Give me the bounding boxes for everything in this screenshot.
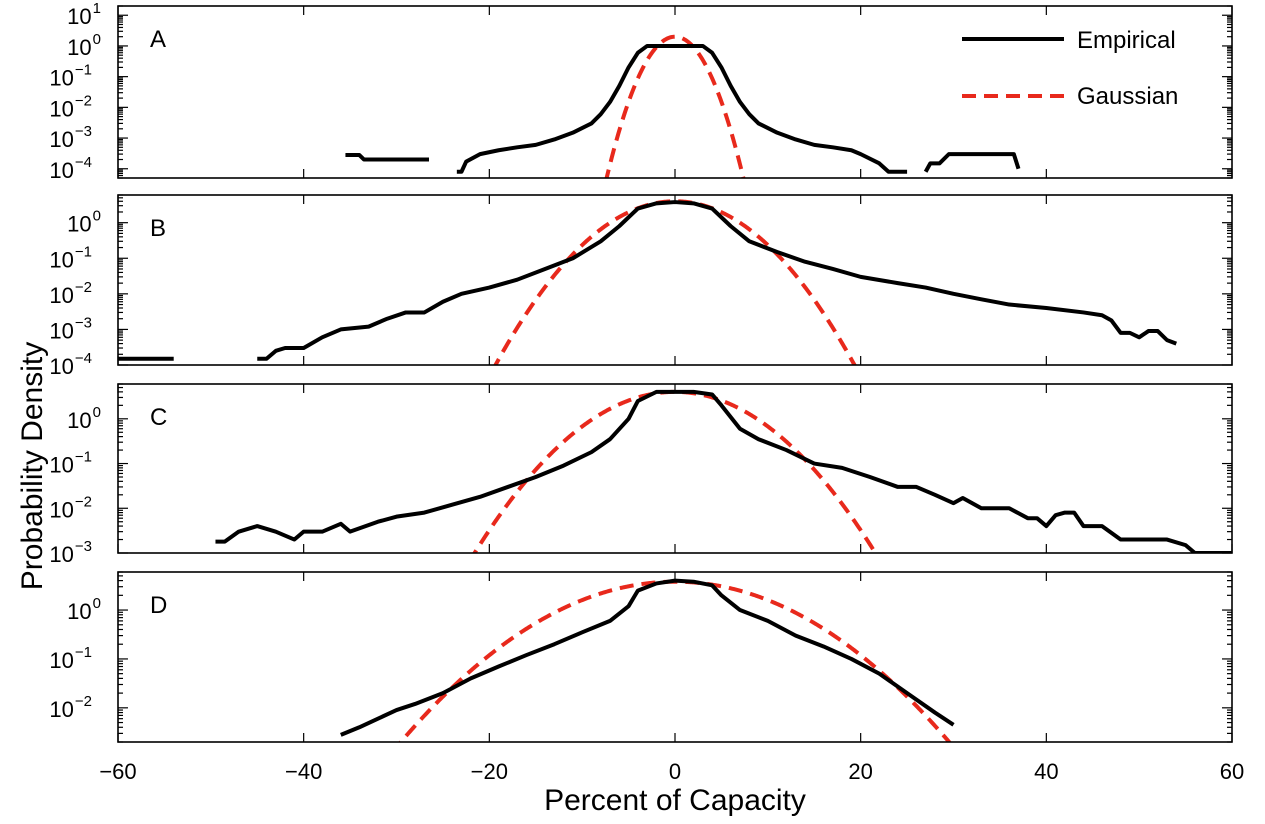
y-minor-ticks <box>118 194 1232 355</box>
x-axis-title: Percent of Capacity <box>544 784 806 817</box>
x-tick-label: −20 <box>471 759 508 784</box>
panel-label: C <box>150 404 167 431</box>
y-tick-label: 10−1 <box>49 644 92 673</box>
y-tick-label: 10−2 <box>49 92 92 121</box>
y-tick-label: 10−4 <box>49 154 92 183</box>
legend: Empirical Gaussian <box>962 27 1178 110</box>
y-tick-label: 10−3 <box>49 314 92 343</box>
y-tick-label: 10−2 <box>49 493 92 522</box>
x-tick-label: −60 <box>99 759 136 784</box>
x-tick-label: 0 <box>669 759 681 784</box>
y-minor-ticks <box>118 571 1232 743</box>
x-tick-label: 20 <box>848 759 872 784</box>
empirical-line <box>345 153 429 162</box>
axes-frame <box>117 5 1233 179</box>
y-tick-label: 100 <box>67 404 101 433</box>
panel-d: 100 10−1 10−2 D <box>49 571 1233 743</box>
y-tick-label: 10−1 <box>49 243 92 272</box>
y-tick-label: 10−2 <box>49 279 92 308</box>
panel-label: D <box>150 592 167 619</box>
legend-label-gaussian: Gaussian <box>1077 83 1178 110</box>
panel-c: 100 10−1 10−2 10−3 C <box>49 383 1233 567</box>
y-tick-label: 100 <box>67 208 101 237</box>
y-minor-ticks <box>118 5 1232 179</box>
y-tick-label: 10−1 <box>49 449 92 478</box>
y-tick-label: 10−4 <box>49 350 92 379</box>
y-axis-title: Probability Density <box>16 342 49 590</box>
x-tick-label: 40 <box>1034 759 1058 784</box>
y-tick-label: 100 <box>67 31 101 60</box>
axes-frame <box>117 571 1233 743</box>
y-tick-label: 101 <box>67 0 101 29</box>
x-axis: −60 −40 −20 0 20 40 60 <box>99 759 1244 784</box>
panel-label: A <box>150 26 166 53</box>
y-tick-label: 10−2 <box>49 693 92 722</box>
x-tick-label: −40 <box>285 759 322 784</box>
y-minor-ticks <box>118 383 1232 541</box>
gaussian-line <box>398 579 952 742</box>
y-tick-label: 100 <box>67 595 101 624</box>
gaussian-line <box>604 34 746 178</box>
y-tick-label: 10−3 <box>49 538 92 567</box>
y-tick-label: 10−3 <box>49 123 92 152</box>
empirical-line <box>257 200 1177 361</box>
gaussian-line <box>472 389 878 553</box>
empirical-line <box>215 389 1232 553</box>
panel-label: B <box>150 215 166 242</box>
x-tick-label: 60 <box>1220 759 1244 784</box>
y-tick-label: 10−1 <box>49 62 92 91</box>
legend-label-empirical: Empirical <box>1077 27 1176 54</box>
axes-frame <box>117 383 1233 554</box>
empirical-line <box>923 152 1021 173</box>
empirical-line <box>456 43 908 174</box>
axes-frame <box>117 194 1233 366</box>
panels-layer: 10110010−110−210−310−4A10010−110−210−310… <box>49 0 1233 743</box>
gaussian-line <box>493 199 857 365</box>
empirical-line <box>340 578 955 737</box>
panel-b: 100 10−1 10−2 10−3 10−4 B <box>49 194 1233 379</box>
